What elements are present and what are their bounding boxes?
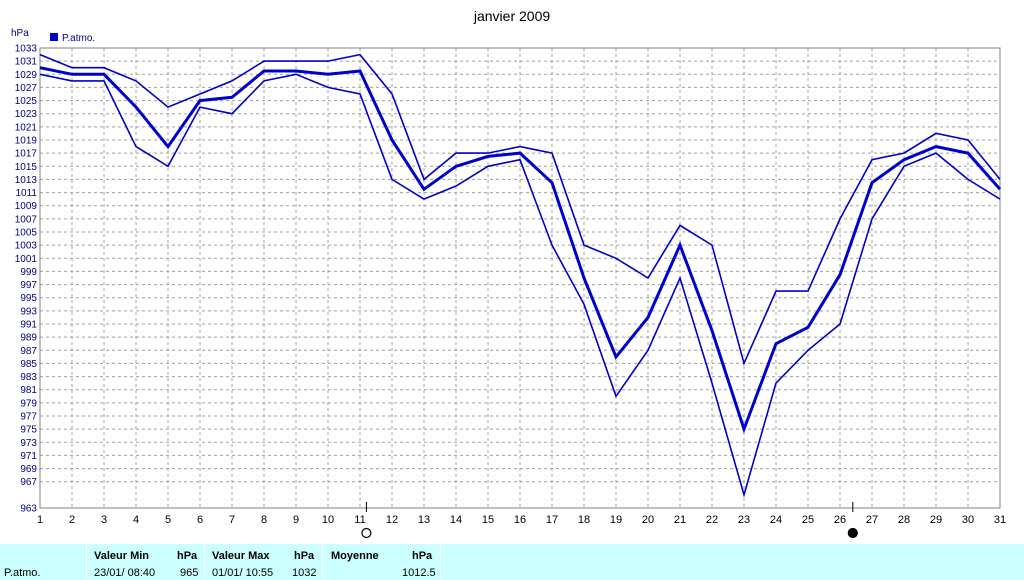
x-tick-label: 23 bbox=[738, 514, 750, 526]
min-value: 965 bbox=[180, 567, 199, 579]
y-tick-label: 969 bbox=[20, 464, 37, 475]
x-tick-label: 14 bbox=[450, 514, 462, 526]
x-tick-label: 8 bbox=[261, 514, 267, 526]
y-tick-label: 1009 bbox=[15, 201, 38, 212]
y-tick-label: 995 bbox=[20, 293, 37, 304]
y-tick-label: 1001 bbox=[15, 254, 38, 265]
y-tick-label: 985 bbox=[20, 359, 37, 370]
x-tick-label: 17 bbox=[546, 514, 558, 526]
x-tick-label: 11 bbox=[354, 514, 365, 526]
series-line-max bbox=[39, 53, 1001, 366]
y-tick-label: 1029 bbox=[15, 70, 38, 81]
y-tick-label: 1019 bbox=[15, 136, 38, 147]
y-tick-label: 991 bbox=[20, 320, 37, 331]
y-tick-label: 1027 bbox=[15, 83, 38, 94]
y-tick-label: 1015 bbox=[15, 162, 38, 173]
pressure-chart: janvier 2009 hPa P.atmo. 963967969971973… bbox=[11, 8, 1006, 539]
y-tick-label: 981 bbox=[20, 385, 37, 396]
x-tick-label: 4 bbox=[133, 514, 139, 526]
avg-header: Moyenne bbox=[331, 550, 379, 562]
y-tick-label: 971 bbox=[20, 451, 37, 462]
x-tick-label: 19 bbox=[610, 514, 622, 526]
y-tick-label: 993 bbox=[20, 306, 37, 317]
y-tick-label: 973 bbox=[20, 438, 37, 449]
stats-row-label: P.atmo. bbox=[4, 567, 41, 579]
y-tick-label: 997 bbox=[20, 280, 37, 291]
y-tick-label: 1031 bbox=[15, 57, 38, 68]
y-axis-ticks: 963 967 969 971 973 975 977 979 981 983 985 987 989 9… bbox=[15, 44, 38, 515]
x-tick-label: 28 bbox=[898, 514, 910, 526]
series-line-min bbox=[39, 73, 1001, 498]
x-tick-label: 30 bbox=[962, 514, 974, 526]
y-tick-label: 1021 bbox=[15, 122, 38, 133]
x-tick-label: 27 bbox=[866, 514, 878, 526]
legend-label: P.atmo. bbox=[62, 33, 95, 44]
y-tick-label: 979 bbox=[20, 398, 37, 409]
y-tick-label: 1003 bbox=[15, 241, 38, 252]
x-tick-label: 2 bbox=[69, 514, 75, 526]
x-tick-label: 9 bbox=[293, 514, 299, 526]
y-tick-label: 977 bbox=[20, 412, 37, 423]
x-tick-label: 16 bbox=[514, 514, 526, 526]
y-tick-label: 975 bbox=[20, 425, 37, 436]
moon-phase-markers bbox=[361, 502, 858, 539]
avg-unit-header: hPa bbox=[412, 550, 433, 562]
x-tick-label: 10 bbox=[322, 514, 334, 526]
y-tick-label: 1011 bbox=[15, 188, 37, 199]
y-tick-label: 999 bbox=[20, 267, 37, 278]
min-unit-header: hPa bbox=[177, 550, 198, 562]
x-tick-label: 3 bbox=[101, 514, 107, 526]
avg-value: 1012.5 bbox=[402, 567, 436, 579]
y-tick-label: 1007 bbox=[15, 214, 38, 225]
y-tick-label: 1025 bbox=[15, 96, 38, 107]
x-tick-label: 12 bbox=[386, 514, 398, 526]
max-date: 01/01/ 10:55 bbox=[212, 567, 274, 579]
min-date: 23/01/ 08:40 bbox=[94, 567, 156, 579]
y-tick-label: 1005 bbox=[15, 228, 38, 239]
x-tick-label: 6 bbox=[197, 514, 203, 526]
x-tick-label: 21 bbox=[674, 514, 686, 526]
x-tick-label: 20 bbox=[642, 514, 654, 526]
max-value: 1032 bbox=[292, 567, 317, 579]
legend-swatch bbox=[50, 33, 58, 41]
max-unit-header: hPa bbox=[294, 550, 315, 562]
x-tick-label: 31 bbox=[994, 514, 1006, 526]
x-tick-label: 7 bbox=[229, 514, 235, 526]
x-tick-label: 29 bbox=[930, 514, 942, 526]
y-tick-label: 963 bbox=[20, 504, 37, 515]
x-axis-ticks: 1 2 3 4 5 6 7 8 9 10 11 12 13 14 15 16 17 18 19 20 21 22 23 24 2… bbox=[37, 514, 1006, 526]
x-tick-label: 13 bbox=[418, 514, 430, 526]
series-line-mean bbox=[39, 66, 1002, 434]
stats-band: P.atmo. Valeur Min hPa 23/01/ 08:40 965 … bbox=[0, 544, 1024, 580]
x-tick-label: 15 bbox=[482, 514, 494, 526]
y-tick-label: 983 bbox=[20, 372, 37, 383]
y-tick-label: 1023 bbox=[15, 109, 38, 120]
y-tick-label: 989 bbox=[20, 333, 37, 344]
y-axis-unit: hPa bbox=[11, 28, 29, 39]
plot-frame bbox=[39, 47, 1001, 509]
new-moon-icon bbox=[847, 527, 858, 539]
x-tick-label: 1 bbox=[37, 514, 43, 526]
y-tick-label: 1017 bbox=[15, 149, 38, 160]
x-tick-label: 26 bbox=[834, 514, 846, 526]
y-tick-label: 967 bbox=[20, 477, 37, 488]
series-lines bbox=[39, 53, 1002, 498]
y-tick-label: 1033 bbox=[15, 44, 38, 55]
chart-title: janvier 2009 bbox=[473, 8, 550, 24]
max-header: Valeur Max bbox=[212, 550, 270, 562]
x-tick-label: 25 bbox=[802, 514, 814, 526]
x-tick-label: 5 bbox=[165, 514, 171, 526]
full-moon-icon bbox=[361, 527, 372, 539]
x-tick-label: 24 bbox=[770, 514, 782, 526]
min-header: Valeur Min bbox=[94, 550, 150, 562]
x-tick-label: 22 bbox=[706, 514, 718, 526]
grid bbox=[40, 48, 1000, 508]
y-tick-label: 1013 bbox=[15, 175, 38, 186]
y-tick-label: 987 bbox=[20, 346, 37, 357]
x-tick-label: 18 bbox=[578, 514, 590, 526]
